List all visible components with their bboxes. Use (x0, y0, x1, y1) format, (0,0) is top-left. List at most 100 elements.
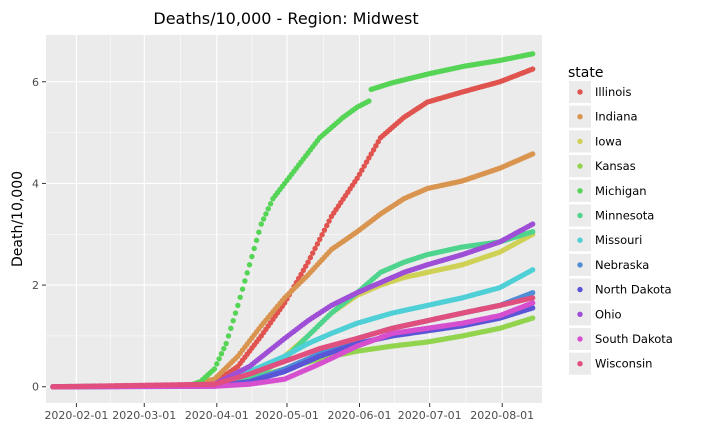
data-point (529, 151, 536, 157)
series-wisconsin (50, 295, 536, 390)
legend-title: state (568, 65, 603, 81)
legend-key (577, 336, 583, 342)
data-point (326, 218, 332, 224)
data-point (300, 267, 307, 274)
data-point (228, 325, 234, 331)
data-point (366, 98, 372, 104)
data-point (529, 229, 536, 235)
data-point (370, 147, 377, 153)
data-point (223, 340, 229, 347)
legend-label: Ohio (595, 307, 622, 321)
data-point (298, 271, 304, 278)
legend-label: Nebraska (595, 258, 649, 272)
data-point (253, 237, 260, 244)
data-point (529, 51, 536, 57)
data-point (302, 263, 309, 269)
legend-item: Illinois (569, 81, 632, 103)
x-tick-label: 2020-06-01 (328, 409, 392, 422)
legend-label: Missouri (595, 233, 642, 247)
legend-item: Iowa (569, 130, 622, 153)
data-point (356, 171, 363, 177)
data-point (310, 250, 316, 256)
y-tick-label: 2 (32, 279, 39, 292)
x-tick-label: 2020-04-01 (185, 409, 249, 422)
data-point (307, 254, 314, 261)
data-point (529, 295, 536, 301)
data-point (305, 259, 311, 265)
chart-title: Deaths/10,000 - Region: Midwest (153, 9, 418, 28)
data-point (216, 356, 222, 362)
legend-item: Indiana (569, 105, 638, 128)
legend-item: Kansas (569, 155, 636, 178)
data-point (529, 300, 536, 306)
legend-label: North Dakota (595, 283, 672, 297)
legend-item: Minnesota (569, 204, 654, 227)
legend-item: North Dakota (569, 278, 672, 301)
data-point (218, 350, 225, 357)
legend-key (577, 89, 583, 95)
data-point (529, 315, 536, 321)
y-tick-label: 4 (32, 177, 39, 190)
data-point (324, 222, 330, 229)
legend-key (577, 361, 583, 367)
legend-key (577, 163, 583, 169)
data-point (529, 221, 536, 227)
data-point (361, 163, 367, 169)
legend-item: Ohio (569, 303, 622, 326)
legend-key (577, 188, 583, 194)
y-tick-label: 6 (32, 76, 39, 89)
data-point (230, 317, 236, 324)
legend-item: South Dakota (569, 328, 673, 350)
data-point (260, 216, 267, 222)
data-point (263, 211, 269, 217)
legend-key (577, 286, 583, 293)
y-tick-label: 0 (32, 381, 39, 394)
legend-label: Iowa (595, 134, 622, 148)
legend-key (577, 138, 583, 145)
data-point (366, 155, 372, 161)
data-point (246, 262, 253, 268)
data-point (232, 310, 239, 316)
data-point (221, 345, 227, 352)
data-point (214, 361, 220, 367)
legend-key (577, 311, 583, 317)
data-point (529, 66, 536, 72)
data-point (258, 221, 264, 227)
data-point (242, 278, 248, 284)
data-point (529, 267, 536, 273)
legend-label: Illinois (595, 85, 632, 99)
data-point (529, 305, 536, 311)
data-point (267, 201, 274, 207)
data-point (363, 159, 370, 165)
y-axis-title: Death/10,000 (10, 171, 26, 267)
data-point (239, 286, 246, 292)
data-point (237, 294, 243, 300)
series-ohio (50, 221, 536, 390)
legend-item: Nebraska (569, 253, 649, 276)
data-point (375, 139, 381, 145)
legend-label: Indiana (595, 110, 638, 124)
series-layer (50, 51, 536, 390)
data-point (251, 245, 257, 252)
y-axis: 0 2 4 6 (32, 76, 46, 394)
legend-key (577, 212, 583, 219)
legend-item: Wisconsin (569, 352, 652, 375)
x-axis: 2020-02-01 2020-03-01 2020-04-01 2020-05-01… (44, 403, 534, 422)
data-point (211, 366, 218, 372)
data-point (317, 236, 323, 243)
data-point (265, 206, 271, 212)
legend-item: Michigan (569, 179, 647, 202)
data-point (249, 253, 255, 260)
data-point (225, 333, 232, 339)
legend-label: Michigan (595, 184, 647, 198)
x-tick-label: 2020-08-01 (470, 409, 534, 422)
x-tick-label: 2020-02-01 (44, 409, 108, 422)
data-point (256, 229, 262, 235)
data-point (529, 290, 536, 296)
legend: state Illinois Indiana Iowa Kansas Michigan M… (568, 65, 673, 375)
data-point (359, 167, 365, 173)
data-point (319, 232, 325, 238)
data-point (235, 302, 241, 309)
x-tick-label: 2020-03-01 (112, 409, 176, 422)
legend-label: South Dakota (595, 332, 673, 346)
